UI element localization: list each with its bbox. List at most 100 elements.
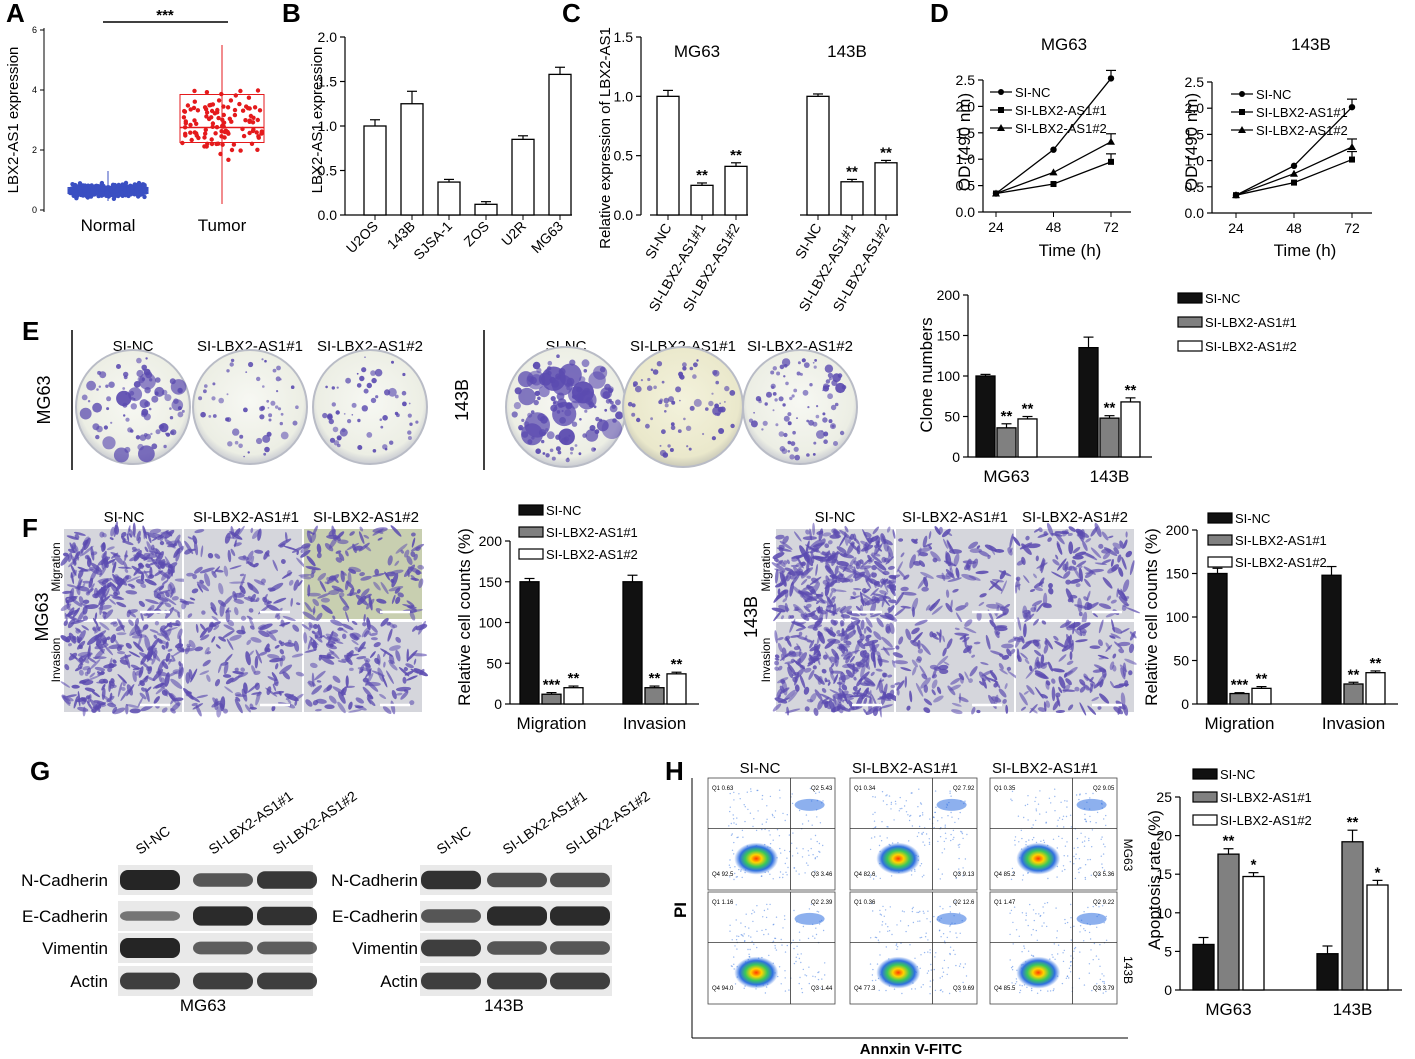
colony (124, 446, 131, 453)
panel-f-mg63-cell (108, 644, 124, 649)
panel-h-event (761, 828, 763, 831)
panel-g-band (487, 872, 547, 888)
panel-h-event (824, 974, 826, 976)
panel-h-event (1035, 929, 1038, 932)
panel-h-event (903, 805, 906, 807)
panel-f-mg63-cell (129, 708, 141, 714)
panel-h-event (816, 816, 818, 818)
panel-f-mg63-cell (73, 695, 79, 709)
panel-b-ytick-label: 0.5 (318, 163, 338, 179)
panel-h-event (901, 992, 903, 995)
panel-f-mg63-cell (246, 639, 252, 646)
panel-h-event (1039, 790, 1041, 792)
panel-d-143b-ytick-label: 0.0 (1185, 205, 1205, 221)
panel-h-event (934, 811, 936, 814)
panel-g-band (257, 972, 317, 990)
panel-g-protein-label: N-Cadherin (21, 871, 108, 890)
panel-f-mg63-cell (255, 649, 263, 664)
panel-f-mg63-cell (346, 542, 360, 551)
panel-f-mg63-cell (153, 696, 160, 704)
panel-f-143b-sig: ** (1370, 655, 1382, 672)
panel-f-mg63-cell (194, 566, 203, 574)
panel-f-mg63-cell (288, 579, 294, 586)
panel-h-event (801, 991, 804, 994)
panel-h-event (1035, 810, 1038, 812)
colony (361, 367, 367, 373)
panel-f-mg63-cell (129, 533, 133, 538)
colony (415, 420, 419, 424)
panel-a-point-tumor (255, 117, 260, 123)
panel-f-143b-cell (784, 602, 789, 613)
colony (137, 443, 144, 451)
panel-h-event (768, 954, 770, 957)
panel-f-mg63-cell (70, 590, 75, 602)
panel-f-mg63-cell (411, 537, 416, 548)
panel-f-143b-cell (848, 578, 854, 583)
panel-d-plot-mg63: 0.00.51.01.52.02.524 48 72SI-NCSI-LBX2-AS1… (956, 69, 1131, 235)
colony (775, 423, 779, 427)
panel-e-ytick-label: 100 (937, 368, 961, 384)
panel-h-event (1084, 876, 1087, 879)
panel-f-mg63-cell (60, 555, 70, 566)
panel-f-mg63-cell (145, 687, 150, 702)
panel-h-event (729, 924, 731, 926)
panel-f-mg63-cell (165, 652, 171, 662)
panel-f-143b-cell (863, 588, 871, 594)
panel-h-event (805, 814, 808, 816)
panel-h-event (941, 817, 943, 819)
colony (144, 387, 151, 394)
panel-h-legend-label: SI-LBX2-AS1#2 (1220, 813, 1312, 828)
panel-f-row-invasion-143b: Invasion (759, 638, 773, 683)
panel-h-event (929, 986, 931, 988)
panel-f-mg63-cell (348, 701, 353, 710)
panel-f-mg63-cell (317, 593, 330, 599)
panel-f-row-migration-mg63: Migration (49, 542, 63, 591)
panel-h-event (896, 924, 898, 926)
panel-f-mg63-cell (164, 628, 172, 638)
panel-h-q4: Q4 82.6 (854, 872, 876, 878)
panel-h-event (1052, 956, 1054, 958)
panel-f-mg63-cell (407, 568, 410, 578)
panel-f-mg63-cell (95, 625, 101, 632)
panel-h-event (763, 909, 766, 912)
panel-c-ytick-label: 0.5 (614, 148, 634, 164)
panel-f-mg63-cell (138, 666, 144, 678)
panel-f-legend-143b-swatch (1207, 534, 1233, 546)
colony (796, 417, 798, 419)
panel-f-mg63-cell (306, 592, 321, 597)
panel-f-mg63-cell (337, 660, 347, 663)
panel-h-event (934, 956, 936, 958)
panel-f-143b-cell (895, 592, 905, 606)
colony (102, 436, 116, 450)
panel-f-mg63-cell (300, 575, 312, 580)
panel-f-143b-cell (874, 560, 887, 571)
panel-f-mg63-cell (247, 561, 256, 568)
panel-f-143b-cell (804, 596, 819, 603)
panel-f-mg63-cell (90, 583, 95, 591)
panel-f-mg63-cell (361, 627, 369, 638)
panel-a-point-tumor (240, 126, 245, 132)
panel-h-event (741, 829, 744, 832)
colony (363, 388, 369, 394)
panel-h-event (1073, 948, 1076, 950)
panel-f-mg63-cell (149, 629, 159, 634)
panel-f-mg63-cell (82, 615, 88, 621)
panel-a-point-normal (119, 186, 124, 191)
panel-f-mg63-cell (67, 618, 75, 629)
panel-f-mg63-cell (98, 604, 112, 610)
panel-h-event (1080, 832, 1082, 834)
colony (787, 412, 792, 417)
panel-f-mg63-cell (166, 671, 179, 678)
panel-a-point-tumor (205, 141, 210, 146)
panel-a-point-tumor (216, 115, 221, 121)
panel-f-143b-cell (775, 534, 785, 540)
panel-a-group-normal: Normal (81, 216, 136, 235)
panel-f-mg63-cell (218, 582, 224, 595)
panel-a-point-tumor (216, 141, 221, 146)
panel-h-event (920, 936, 923, 939)
panel-h-event (769, 903, 771, 906)
colony (785, 381, 789, 386)
panel-f-mg63-cell (243, 682, 248, 695)
